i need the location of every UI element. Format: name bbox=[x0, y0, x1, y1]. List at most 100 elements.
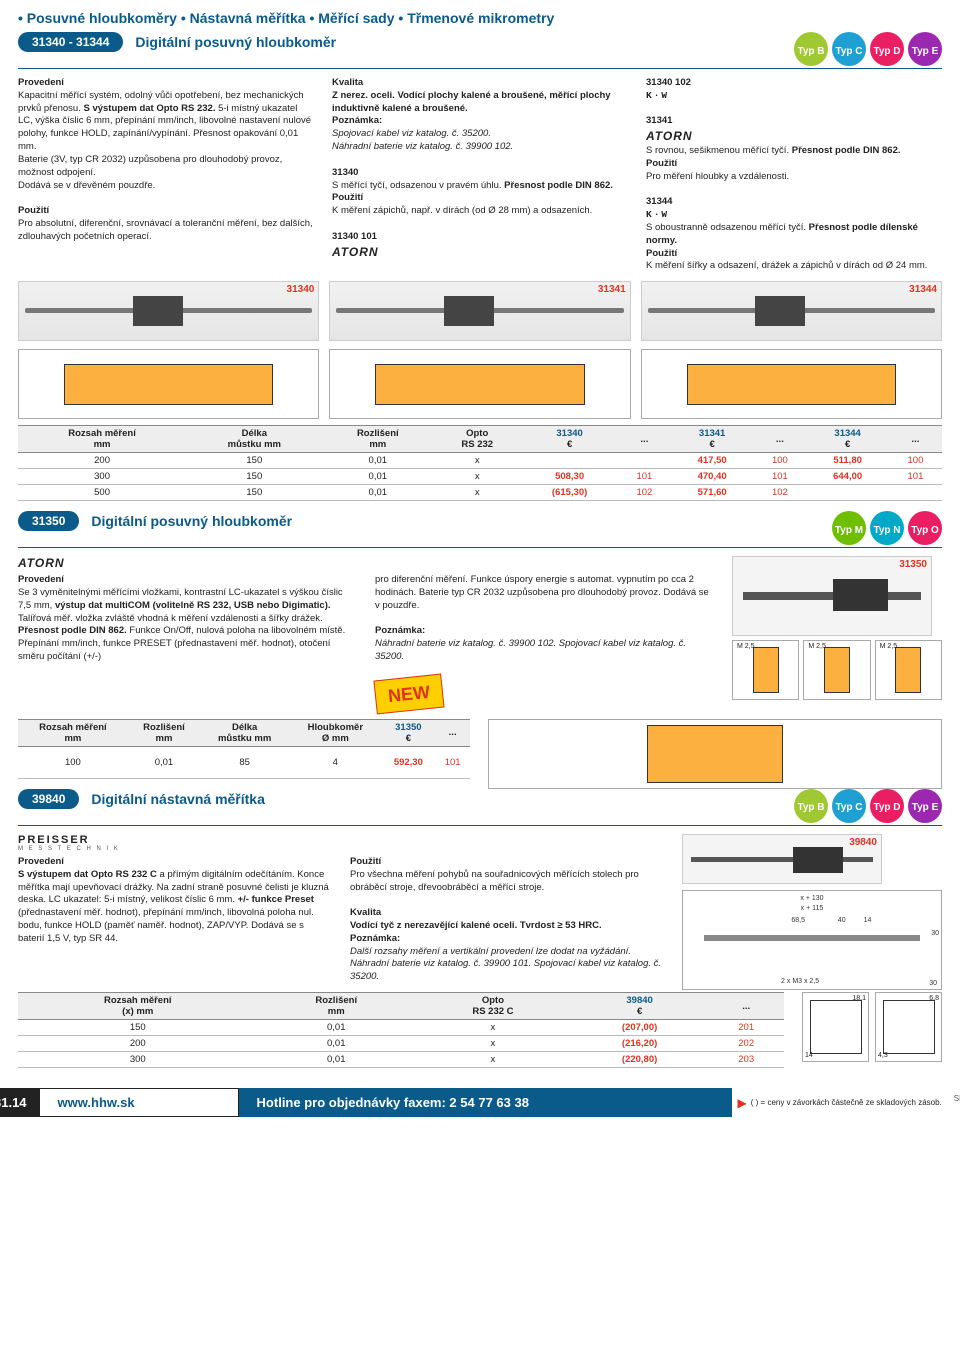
table-cell: x bbox=[433, 469, 521, 485]
new-badge-icon: NEW bbox=[373, 673, 444, 714]
tech-drawing: x + 130 x + 115 68,5 40 14 2 x M3 x 2,5 … bbox=[682, 890, 942, 990]
table-header: Rozsah měřenímm bbox=[18, 719, 128, 746]
table-row: 3001500,01x508,30101470,40101644,00101 bbox=[18, 469, 942, 485]
table-cell: 201 bbox=[708, 1020, 784, 1036]
type-badge: Typ D bbox=[870, 789, 904, 823]
table-cell: 417,50 bbox=[671, 453, 753, 469]
type-badge: Typ B bbox=[794, 32, 828, 66]
col-2: pro diferenční měření. Funkce úspory ene… bbox=[375, 574, 714, 711]
table-row: 5001500,01x(615,30)102571,60102 bbox=[18, 485, 942, 501]
table-cell: x bbox=[415, 1052, 571, 1068]
table-cell: 150 bbox=[186, 453, 322, 469]
table-cell bbox=[618, 453, 671, 469]
product-image: 31350 bbox=[732, 556, 932, 636]
table-cell: (615,30) bbox=[521, 485, 618, 501]
table-cell: 300 bbox=[18, 469, 186, 485]
table-cell: 4 bbox=[289, 746, 381, 778]
table-header: ... bbox=[618, 426, 671, 453]
insert-diagram: M 2,5 bbox=[732, 640, 799, 700]
table-cell: 101 bbox=[889, 469, 942, 485]
table-cell: 150 bbox=[186, 485, 322, 501]
table-header: Rozlišenímm bbox=[258, 993, 416, 1020]
table-cell: x bbox=[415, 1036, 571, 1052]
table-row: 1000,01854592,30101 bbox=[18, 746, 470, 778]
type-badge: Typ C bbox=[832, 789, 866, 823]
table-cell: 500 bbox=[18, 485, 186, 501]
section-title-1: Digitální posuvný hloubkoměr bbox=[135, 34, 794, 50]
table-cell: 0,01 bbox=[323, 485, 434, 501]
table-cell: 85 bbox=[200, 746, 289, 778]
product-image: 31341 bbox=[329, 281, 630, 341]
col-1: Provedení S výstupem dat Opto RS 232 C a… bbox=[18, 856, 332, 984]
table-header: 31340€ bbox=[521, 426, 618, 453]
table-cell: 511,80 bbox=[806, 453, 888, 469]
table-cell bbox=[889, 485, 942, 501]
page-number-tab: 31.14 bbox=[0, 1088, 39, 1117]
product-image: 39840 bbox=[682, 834, 882, 884]
table-header: Délkamůstku mm bbox=[186, 426, 322, 453]
price-table-1: Rozsah měřenímmDélkamůstku mmRozlišenímm… bbox=[18, 425, 942, 501]
diagram-row-1 bbox=[18, 349, 942, 419]
table-header: Rozlišenímm bbox=[323, 426, 434, 453]
table-row: 1500,01x(207,00)201 bbox=[18, 1020, 784, 1036]
table-header: 31350€ bbox=[381, 719, 435, 746]
page-footer: 31.14 www.hhw.sk Hotline pro objednávky … bbox=[0, 1088, 960, 1117]
table-cell: 101 bbox=[618, 469, 671, 485]
type-badges-3: Typ B Typ C Typ D Typ E bbox=[794, 789, 942, 823]
code-pill-2: 31350 bbox=[18, 511, 79, 531]
product-image-row-1: 31340 31341 31344 bbox=[18, 281, 942, 341]
brand-kw-icon: K·W bbox=[646, 209, 669, 220]
table-cell: 200 bbox=[18, 453, 186, 469]
table-cell: 0,01 bbox=[258, 1052, 416, 1068]
col-1: Provedení Se 3 vyměnitelnými měřícími vl… bbox=[18, 574, 357, 711]
table-cell: 0,01 bbox=[258, 1036, 416, 1052]
type-badge: Typ E bbox=[908, 32, 942, 66]
table-cell: (216,20) bbox=[571, 1036, 709, 1052]
table-cell: 100 bbox=[753, 453, 806, 469]
table-cell: x bbox=[433, 485, 521, 501]
category-title: Posuvné hloubkoměry • Nástavná měřítka •… bbox=[18, 10, 942, 26]
table-row: 2001500,01x417,50100511,80100 bbox=[18, 453, 942, 469]
product-image: 31344 bbox=[641, 281, 942, 341]
price-table-3: Rozsah měření(x) mmRozlišenímmOptoRS 232… bbox=[18, 992, 784, 1068]
footer-url: www.hhw.sk bbox=[39, 1088, 239, 1117]
brand-atorn-icon: ATORN bbox=[18, 556, 714, 570]
table-cell: 102 bbox=[618, 485, 671, 501]
table-cell: x bbox=[415, 1020, 571, 1036]
table-cell: 202 bbox=[708, 1036, 784, 1052]
table-cell: (207,00) bbox=[571, 1020, 709, 1036]
table-cell: 0,01 bbox=[128, 746, 200, 778]
table-cell bbox=[806, 485, 888, 501]
tech-diagram bbox=[329, 349, 630, 419]
product-image: 31340 bbox=[18, 281, 319, 341]
table-cell: x bbox=[433, 453, 521, 469]
brand-kw-icon: K·W bbox=[646, 90, 669, 101]
table-cell: 592,30 bbox=[381, 746, 435, 778]
table-header: OptoRS 232 bbox=[433, 426, 521, 453]
table-row: 2000,01x(216,20)202 bbox=[18, 1036, 784, 1052]
type-badge: Typ D bbox=[870, 32, 904, 66]
table-header: 39840€ bbox=[571, 993, 709, 1020]
table-cell: 644,00 bbox=[806, 469, 888, 485]
table-cell: 508,30 bbox=[521, 469, 618, 485]
profile-diagram: 6,8 4,3 bbox=[875, 992, 942, 1062]
code-pill-1: 31340 - 31344 bbox=[18, 32, 123, 52]
table-header: ... bbox=[435, 719, 470, 746]
table-cell: 300 bbox=[18, 1052, 258, 1068]
table-row: 3000,01x(220,80)203 bbox=[18, 1052, 784, 1068]
table-cell: 102 bbox=[753, 485, 806, 501]
table-cell: 470,40 bbox=[671, 469, 753, 485]
table-cell: 200 bbox=[18, 1036, 258, 1052]
table-header: Rozsah měření(x) mm bbox=[18, 993, 258, 1020]
type-badge: Typ E bbox=[908, 789, 942, 823]
type-badge: Typ N bbox=[870, 511, 904, 545]
table-cell: 101 bbox=[435, 746, 470, 778]
type-badges-1: Typ B Typ C Typ D Typ E bbox=[794, 32, 942, 66]
table-cell: 0,01 bbox=[323, 453, 434, 469]
table-cell: 0,01 bbox=[258, 1020, 416, 1036]
footer-hotline: Hotline pro objednávky faxem: 2 54 77 63… bbox=[239, 1088, 732, 1117]
type-badge: Typ M bbox=[832, 511, 866, 545]
table-cell: 100 bbox=[889, 453, 942, 469]
insert-side-diagram bbox=[488, 719, 942, 789]
table-cell: 100 bbox=[18, 746, 128, 778]
